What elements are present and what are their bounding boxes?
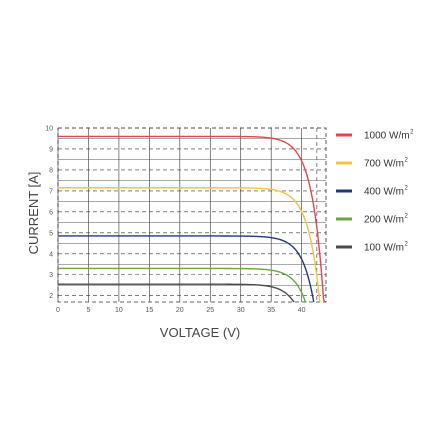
x-tick-label: 20	[176, 307, 184, 314]
y-tick-label: 9	[49, 146, 53, 153]
legend-label: 400 W/m	[364, 187, 404, 198]
plot-frame	[57, 127, 327, 303]
series-line	[58, 267, 307, 303]
series-line	[58, 235, 315, 303]
grid	[57, 127, 327, 303]
legend-unit-superscript: 2	[405, 158, 409, 164]
y-tick-label: 7	[49, 188, 53, 195]
y-tick-label: 4	[49, 251, 53, 258]
x-tick-label: 15	[145, 307, 153, 314]
y-tick-label: 6	[49, 209, 53, 216]
legend-label: 200 W/m	[364, 215, 404, 226]
x-tick-label: 25	[206, 307, 214, 314]
x-tick-label: 10	[115, 307, 123, 314]
legend-item: 100 W/m 2	[336, 242, 409, 254]
series-line	[58, 283, 295, 303]
y-tick-labels: 2 3 4 5 6 7 8 9 10	[45, 126, 53, 301]
legend-unit-superscript: 2	[410, 130, 414, 136]
x-tick-label: 35	[267, 307, 275, 314]
y-axis-title: CURRENT [A]	[26, 172, 41, 255]
y-tick-label: 5	[49, 230, 53, 237]
x-tick-label: 30	[237, 307, 245, 314]
legend-unit-superscript: 2	[405, 186, 409, 192]
series-curves	[58, 135, 326, 303]
legend-unit-superscript: 2	[405, 242, 409, 248]
x-tick-label: 40	[298, 307, 306, 314]
legend-unit-superscript: 2	[405, 214, 409, 220]
legend-label: 100 W/m	[364, 243, 404, 254]
legend-label: 700 W/m	[364, 159, 404, 170]
y-tick-label: 8	[49, 167, 53, 174]
legend-item: 200 W/m 2	[336, 214, 409, 226]
y-tick-label: 2	[49, 293, 53, 300]
x-tick-label: 0	[56, 307, 60, 314]
x-tick-labels: 0 5 10 15 20 25 30 35 40	[56, 307, 306, 314]
legend-item: 400 W/m 2	[336, 186, 409, 198]
y-tick-label: 3	[49, 272, 53, 279]
y-tick-label: 10	[45, 126, 53, 133]
series-line	[58, 135, 326, 303]
x-tick-label: 5	[87, 307, 91, 314]
legend-item: 1000 W/m 2	[336, 130, 414, 142]
legend-item: 700 W/m 2	[336, 158, 409, 170]
legend-label: 1000 W/m	[364, 131, 410, 142]
series-line	[58, 187, 321, 303]
x-axis-title: VOLTAGE (V)	[160, 325, 240, 340]
